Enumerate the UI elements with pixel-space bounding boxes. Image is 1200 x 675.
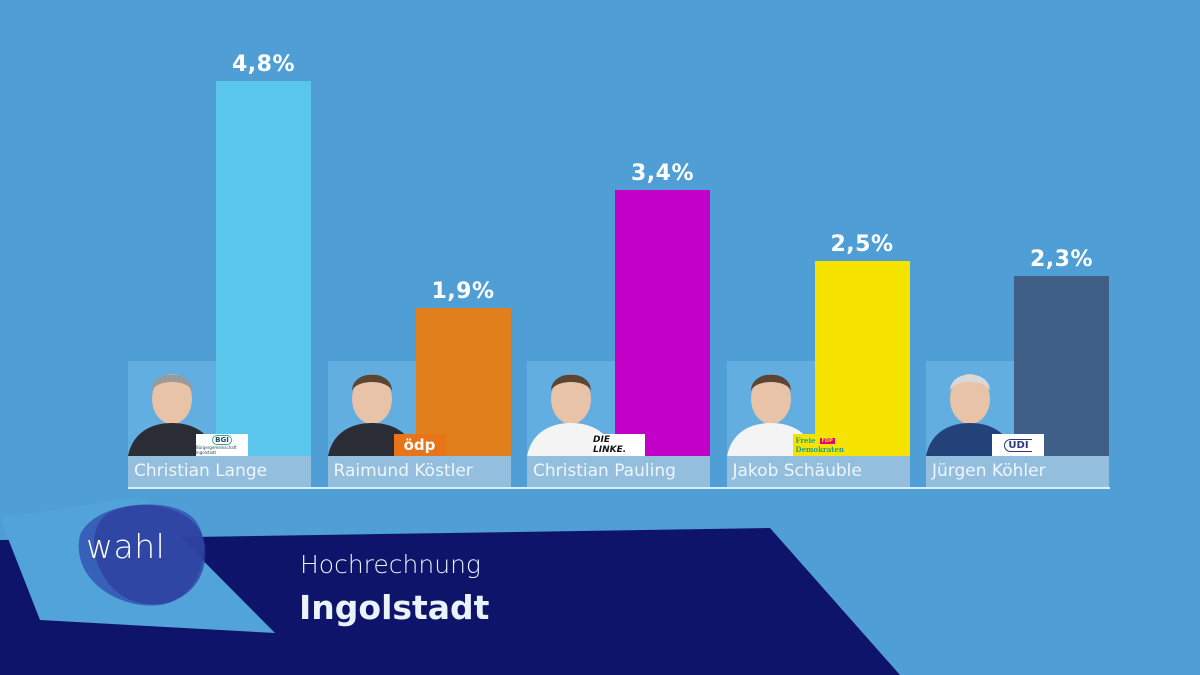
party-logo-udi: UDI (992, 434, 1044, 456)
party-logo-text: UDI (1004, 438, 1032, 452)
party-logo-bgi: BGI Bürgergemeinschaft Ingolstadt (196, 434, 248, 456)
bar-christian-pauling (615, 190, 710, 456)
person-silhouette-icon (128, 374, 216, 456)
party-logo-fdp: Freie Demokraten FDP (792, 434, 845, 456)
party-logo-text: BGI (212, 435, 232, 445)
party-logo-subtext: Demokraten (795, 445, 844, 454)
wahl-logo: wahl (86, 527, 166, 566)
candidate-photo (926, 361, 1014, 456)
value-label: 4,8% (231, 52, 295, 77)
party-logo-oedp: ödp (393, 434, 446, 456)
candidate-photo (128, 361, 216, 456)
value-label: 3,4% (630, 161, 694, 187)
bar-jakob-schaeuble (814, 260, 910, 456)
party-logo-text: Freie (795, 436, 816, 445)
value-label: 2,5% (830, 231, 894, 257)
bar-christian-lange (216, 81, 311, 456)
value-label: 1,9% (431, 278, 495, 304)
title-banner (0, 528, 900, 675)
logo-blob-2 (93, 504, 206, 605)
candidate-name: Raimund Köstler (327, 456, 511, 487)
party-logo-text: DIE LINKE. (593, 435, 627, 455)
page-title: Ingolstadt (299, 588, 490, 627)
candidate-name: Christian Pauling (527, 456, 710, 487)
value-label: 2,3% (1029, 247, 1093, 273)
candidate-name: Christian Lange (128, 456, 311, 487)
party-logo-text: ödp (403, 436, 436, 454)
bar-juergen-koehler (1014, 276, 1109, 456)
party-logo-tag: FDP (819, 437, 835, 444)
page-subtitle: Hochrechnung (300, 550, 481, 579)
party-logo-subtext: Bürgergemeinschaft Ingolstadt (196, 445, 237, 455)
chart-baseline (128, 487, 1110, 489)
bar-raimund-koestler (415, 307, 511, 456)
party-logo-linke: DIE LINKE. (593, 434, 645, 456)
candidate-name: Jakob Schäuble (726, 456, 910, 487)
candidate-name: Jürgen Köhler (926, 456, 1109, 487)
person-silhouette-icon (726, 374, 815, 456)
